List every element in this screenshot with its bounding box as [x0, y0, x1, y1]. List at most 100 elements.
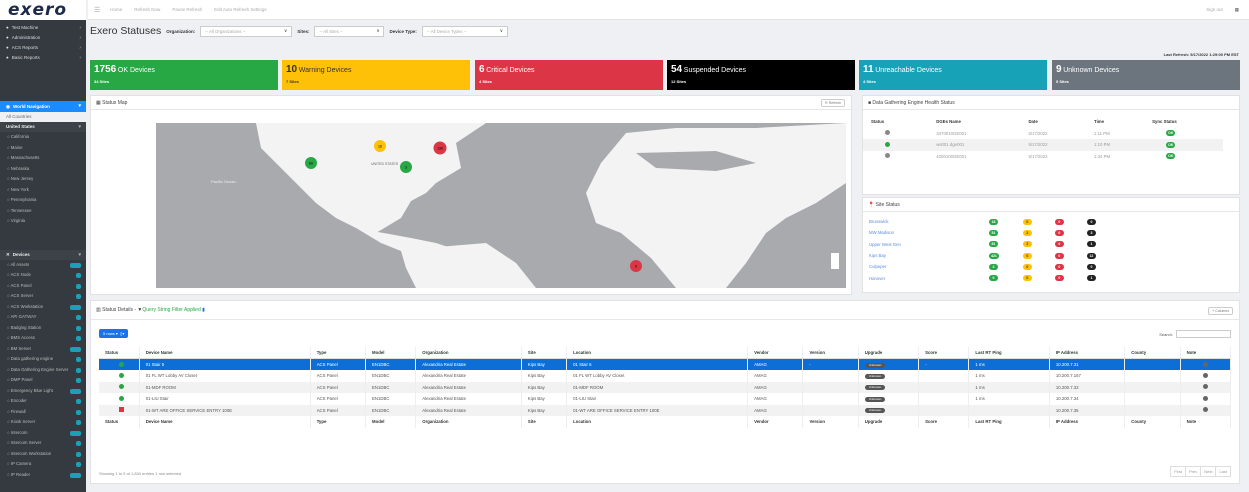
column-header[interactable]: Site: [521, 347, 568, 359]
status-card[interactable]: 1756 OK Devices 34 Sites: [90, 60, 278, 90]
device-type-select[interactable]: -- All Device Types -- ∨: [421, 25, 508, 37]
sidebar-item-device[interactable]: ○ ACS Panel: [0, 281, 86, 292]
sidebar-item-state[interactable]: ○ Massachusetts: [7, 155, 40, 160]
site-link[interactable]: MW Madison: [869, 230, 895, 236]
sign-out-link[interactable]: Sign out: [1206, 6, 1223, 12]
topbar-link[interactable]: Home: [110, 7, 123, 12]
map-marker[interactable]: 60: [305, 157, 317, 169]
sidebar-devices-header[interactable]: ✕ Devices ▾: [0, 249, 86, 260]
column-header[interactable]: Version: [802, 416, 859, 428]
sidebar-item[interactable]: ● Test Machine ›: [6, 25, 81, 31]
site-link[interactable]: Culpeper: [869, 264, 887, 270]
table-row[interactable]: 4200100GE001 5/17/2022 1:34 PM OK: [863, 151, 1223, 163]
sidebar-item-device[interactable]: ○ ACS Workstation: [0, 302, 86, 313]
pager-prev[interactable]: Prev: [1184, 466, 1202, 477]
topbar-link[interactable]: Refresh Now: [134, 7, 161, 12]
column-header[interactable]: Last RT Ping: [968, 347, 1050, 359]
sidebar-item-device[interactable]: ○ Encoder: [0, 396, 86, 407]
export-icon[interactable]: ▯▾: [120, 331, 125, 336]
site-row[interactable]: Culpeper 2 0 0 0: [863, 261, 1113, 272]
info-icon[interactable]: [1202, 361, 1208, 367]
table-row[interactable]: 01 Stair 5 ACS Panel EN1DBC Alexandria Real…: [99, 358, 1232, 370]
site-link[interactable]: Kips Bay: [869, 253, 886, 259]
status-card[interactable]: 9 Unknown Devices 5 Sites: [1052, 60, 1240, 90]
column-header[interactable]: IP Address: [1049, 416, 1126, 428]
sidebar-item-state[interactable]: ○ Maine: [7, 144, 23, 150]
column-header[interactable]: County: [1124, 347, 1181, 359]
site-row[interactable]: Hanover 0 0 0 1: [863, 272, 1113, 283]
pager-next[interactable]: Next: [1200, 466, 1217, 477]
topbar-link[interactable]: Pause Refresh: [172, 7, 203, 12]
sidebar-item-device[interactable]: ○ Firewall: [0, 407, 86, 418]
column-header[interactable]: Upgrade: [858, 347, 920, 359]
table-row[interactable]: 01-LIU Stair ACS Panel EN1DBC Alexandria Re…: [99, 393, 1232, 405]
sidebar-item-device[interactable]: ○ ACS Server: [0, 291, 86, 302]
organization-select[interactable]: -- All Organizations -- ∨: [200, 25, 293, 37]
apps-icon[interactable]: ▦: [1234, 6, 1239, 12]
map-marker[interactable]: 3: [400, 161, 412, 173]
sidebar-item-state[interactable]: ○ Virginia: [7, 218, 26, 223]
column-header[interactable]: Date: [1028, 119, 1038, 125]
topbar-link[interactable]: Edit Auto Refresh Settings: [214, 7, 267, 12]
site-row[interactable]: Upper West Gen 81 2 0 1: [863, 239, 1113, 250]
status-map[interactable]: Pacific Ocean UNITED STATES 60 16 3 136 …: [156, 123, 846, 288]
column-header[interactable]: Upgrade: [858, 416, 920, 428]
column-header[interactable]: Note: [1180, 347, 1232, 359]
sites-select[interactable]: -- All Sites -- ∨: [314, 25, 385, 37]
info-icon[interactable]: [1202, 395, 1208, 401]
column-header[interactable]: Model: [365, 347, 417, 359]
column-header[interactable]: Score: [918, 416, 970, 428]
column-header[interactable]: Status: [871, 119, 885, 125]
table-row[interactable]: 3470010GE001 5/17/2022 1:11 PM OK: [863, 128, 1223, 140]
table-row[interactable]: 01-WT ARE OFFICE SERVICE ENTRY 100E ACS P…: [99, 404, 1232, 416]
sidebar-item-device[interactable]: ○ BMS Access: [0, 333, 86, 344]
sidebar-item-device[interactable]: ○ Intercom Workstation: [0, 449, 86, 460]
search-input[interactable]: [1176, 330, 1231, 338]
sidebar-item-device[interactable]: ○ BM Server: [0, 344, 86, 355]
sidebar-item-united-states[interactable]: United States ▾: [0, 122, 86, 132]
world-navigation[interactable]: ◉ World Navigation ▾: [0, 101, 86, 112]
column-header[interactable]: Status: [99, 347, 140, 359]
site-link[interactable]: Upper West Gen: [869, 241, 901, 247]
column-header[interactable]: Organization: [415, 416, 522, 428]
site-link[interactable]: Hanover: [869, 275, 886, 281]
site-row[interactable]: Kips Bay 421 0 0 12: [863, 250, 1113, 261]
map-marker[interactable]: 16: [374, 140, 386, 152]
column-header[interactable]: IP Address: [1049, 347, 1126, 359]
status-card[interactable]: 10 Warning Devices 7 Sites: [282, 60, 470, 90]
info-icon[interactable]: [1202, 372, 1208, 378]
sidebar-item-all-countries[interactable]: All Countries: [0, 112, 86, 122]
column-header[interactable]: Vendor: [747, 347, 804, 359]
table-row[interactable]: 01-MDF ROOM ACS Panel EN1DBC Alexandria Rea…: [99, 381, 1232, 393]
column-header[interactable]: Last RT Ping: [968, 416, 1050, 428]
column-header[interactable]: Organization: [415, 347, 522, 359]
pager-last[interactable]: Last: [1215, 466, 1231, 477]
site-row[interactable]: MW Madison 51 2 0 3: [863, 227, 1113, 238]
column-header[interactable]: Type: [310, 347, 367, 359]
column-header[interactable]: Site: [521, 416, 568, 428]
sidebar-item-device[interactable]: ○ Intercom: [0, 428, 86, 439]
column-header[interactable]: Type: [310, 416, 367, 428]
status-card[interactable]: 11 Unreachable Devices 4 Sites: [859, 60, 1047, 90]
sidebar-item-state[interactable]: ○ New Jersey: [7, 176, 34, 181]
info-icon[interactable]: [1202, 407, 1208, 413]
trash-icon[interactable]: ▮: [202, 307, 205, 313]
sidebar-item-device[interactable]: ○ All Assets: [0, 260, 86, 271]
map-refresh-button[interactable]: ⟳ Refresh: [820, 99, 845, 107]
column-header[interactable]: DGEs Name: [936, 119, 961, 125]
zoom-control[interactable]: [831, 253, 839, 269]
status-card[interactable]: 54 Suspended Devices 12 Sites: [667, 60, 855, 90]
sidebar-item[interactable]: ● Administration ›: [6, 35, 81, 41]
sidebar-item-device[interactable]: ○ Data gathering engine: [0, 354, 86, 365]
menu-icon[interactable]: ☰: [94, 6, 101, 14]
column-header[interactable]: Version: [802, 347, 859, 359]
column-header[interactable]: County: [1124, 416, 1181, 428]
column-header[interactable]: Score: [918, 347, 970, 359]
sidebar-item-state[interactable]: ○ Tennessee: [7, 207, 32, 213]
column-header[interactable]: Model: [365, 416, 417, 428]
sidebar-item-device[interactable]: ○ ACS Node: [0, 270, 86, 281]
rows-button[interactable]: 5 rows ▾ ▯▾: [99, 329, 129, 338]
sidebar-item-device[interactable]: ○ DMP Panel: [0, 375, 86, 386]
sidebar-item-device[interactable]: ○ Badging Station: [0, 323, 86, 334]
column-header[interactable]: Status: [99, 416, 140, 428]
